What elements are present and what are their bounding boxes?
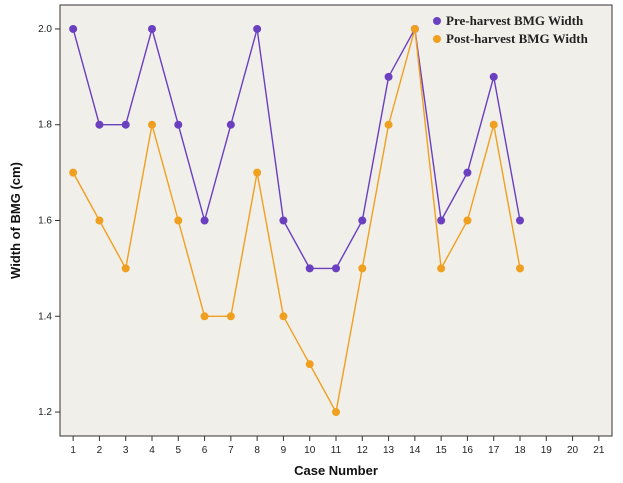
x-tick-label: 11 xyxy=(331,445,342,456)
x-tick-label: 14 xyxy=(409,445,421,456)
data-point xyxy=(489,120,498,129)
x-tick-label: 9 xyxy=(281,445,287,456)
data-point xyxy=(148,120,156,129)
x-tick-label: 5 xyxy=(176,445,182,456)
data-point xyxy=(384,120,393,129)
series-line xyxy=(72,26,521,270)
data-point xyxy=(437,216,446,225)
x-tick-label: 1 xyxy=(70,445,76,456)
x-tick-label: 16 xyxy=(462,445,474,456)
data-point xyxy=(148,24,156,33)
data-point xyxy=(279,216,288,225)
y-tick-label: 1.8 xyxy=(38,120,52,131)
series-1 xyxy=(69,24,524,417)
data-point xyxy=(358,216,367,225)
data-point xyxy=(200,216,209,225)
y-tick-label: 1.2 xyxy=(38,407,52,418)
data-point xyxy=(69,24,78,33)
x-tick-label: 4 xyxy=(149,445,155,456)
data-point xyxy=(95,120,104,129)
data-point xyxy=(516,264,524,273)
data-point xyxy=(200,312,209,321)
data-point xyxy=(358,264,367,273)
x-tick-label: 19 xyxy=(541,445,553,456)
y-axis: 1.2 1.4 1.6 1.8 2.0 xyxy=(38,24,60,418)
data-point xyxy=(516,216,524,225)
data-point xyxy=(384,72,393,81)
x-tick-label: 15 xyxy=(436,445,448,456)
data-point xyxy=(410,24,419,33)
x-tick-label: 10 xyxy=(304,445,316,456)
y-axis-title: Width of BMG (cm) xyxy=(8,162,23,279)
data-point xyxy=(463,216,472,225)
x-tick-label: 7 xyxy=(228,445,234,456)
y-tick-label: 2.0 xyxy=(38,24,52,35)
data-point xyxy=(279,312,288,321)
data-point xyxy=(332,408,340,417)
series-layer xyxy=(69,24,524,417)
x-tick-label: 2 xyxy=(97,445,103,456)
series-0 xyxy=(69,24,524,273)
data-point xyxy=(253,168,262,177)
data-point xyxy=(121,264,130,273)
x-tick-label: 12 xyxy=(357,445,369,456)
x-axis: 1 2 3 4 5 6 7 8 9 10 11 12 13 14 15 16 17 18 19 20 21 xyxy=(70,436,605,456)
data-point xyxy=(174,216,183,225)
x-tick-label: 20 xyxy=(567,445,579,456)
legend-marker-pre-harvest xyxy=(433,17,441,25)
x-tick-label: 17 xyxy=(488,445,500,456)
data-point xyxy=(95,216,104,225)
legend-label-post-harvest: Post-harvest BMG Width xyxy=(446,31,589,46)
data-point xyxy=(305,264,314,273)
y-tick-label: 1.6 xyxy=(38,216,52,227)
x-tick-label: 8 xyxy=(254,445,260,456)
x-tick-label: 3 xyxy=(123,445,129,456)
legend-label-pre-harvest: Pre-harvest BMG Width xyxy=(446,13,584,28)
data-point xyxy=(489,72,498,81)
x-tick-label: 13 xyxy=(383,445,395,456)
x-tick-label: 21 xyxy=(593,445,605,456)
series-line xyxy=(72,28,521,415)
x-tick-label: 6 xyxy=(202,445,208,456)
legend-marker-post-harvest xyxy=(433,35,441,43)
data-point xyxy=(332,264,340,273)
data-point xyxy=(174,120,183,129)
data-point xyxy=(226,312,235,321)
data-point xyxy=(253,24,262,33)
data-point xyxy=(69,168,78,177)
data-point xyxy=(463,168,472,177)
data-point xyxy=(226,120,235,129)
x-axis-title: Case Number xyxy=(294,463,378,478)
plot-area xyxy=(59,4,613,437)
data-point xyxy=(121,120,130,129)
legend: Pre-harvest BMG Width Post-harvest BMG W… xyxy=(433,13,589,46)
x-tick-label: 18 xyxy=(514,445,526,456)
y-tick-label: 1.4 xyxy=(38,311,52,322)
data-point xyxy=(305,360,314,369)
data-point xyxy=(437,264,446,273)
